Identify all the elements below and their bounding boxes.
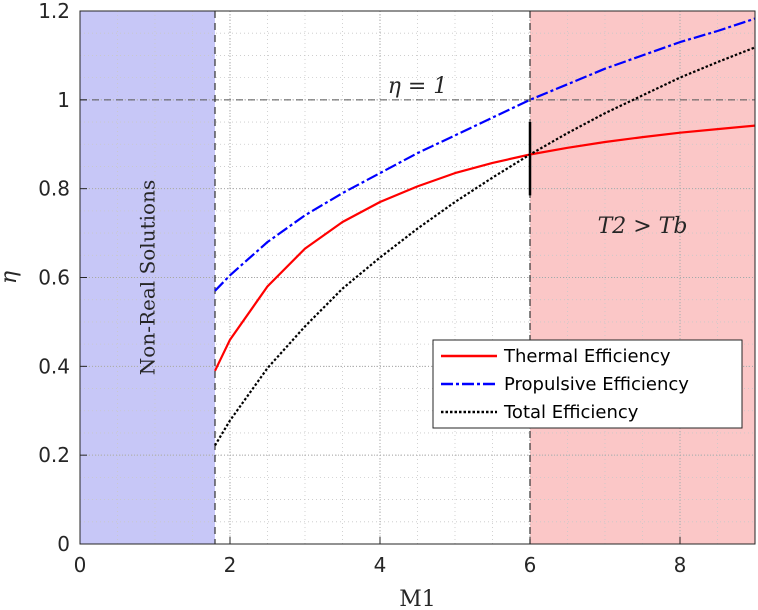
reference-lines xyxy=(80,11,755,544)
series-line-2 xyxy=(214,17,756,292)
series-line-1 xyxy=(214,124,756,372)
x-tick-label: 0 xyxy=(74,553,87,577)
y-tick-label: 1.2 xyxy=(38,0,70,23)
legend: Thermal Efficiency Propulsive Efficiency T… xyxy=(432,339,743,429)
axis-labels: M1 η xyxy=(0,271,436,610)
region-label-non-real: Non-Real Solutions xyxy=(136,180,160,375)
x-tick-label: 2 xyxy=(224,553,237,577)
y-tick-label: 0.8 xyxy=(38,177,70,201)
x-axis-label: M1 xyxy=(399,587,436,610)
y-tick-label: 0.4 xyxy=(38,354,70,378)
tick-labels: 0 2 4 6 8 0 0.2 0.4 0.6 0.8 1 1.2 xyxy=(38,0,686,577)
axes-frame xyxy=(79,10,756,545)
series-line-3 xyxy=(214,46,756,446)
y-tick-label: 1 xyxy=(57,88,70,112)
region-label-t2-tb: T2 > Tb xyxy=(598,214,688,239)
annotations: Non-Real Solutions T2 > Tb η = 1 xyxy=(136,74,688,375)
eta-equals-one-label: η = 1 xyxy=(388,74,448,99)
x-tick-label: 6 xyxy=(524,553,537,577)
y-tick-label: 0.2 xyxy=(38,443,70,467)
y-axis-label: η xyxy=(0,271,22,284)
legend-label-1: Thermal Efficiency xyxy=(503,346,671,367)
x-tick-label: 4 xyxy=(374,553,387,577)
y-tick-label: 0.6 xyxy=(38,266,70,290)
y-tick-label: 0 xyxy=(57,532,70,556)
legend-label-2: Propulsive Efficiency xyxy=(504,374,689,395)
x-tick-label: 8 xyxy=(674,553,687,577)
series-lines xyxy=(214,17,756,446)
legend-label-3: Total Efficiency xyxy=(503,402,639,423)
